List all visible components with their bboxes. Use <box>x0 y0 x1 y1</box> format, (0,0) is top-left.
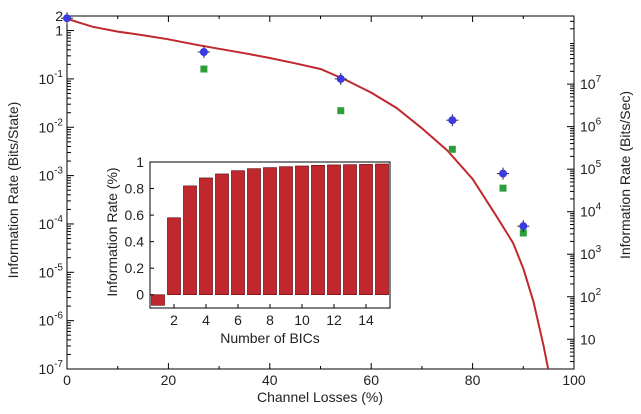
green-square-point <box>200 65 208 73</box>
inset-bar <box>167 217 181 296</box>
inset-x-tick-label: 12 <box>326 312 342 328</box>
inset-y-tick-label: 1 <box>136 154 144 170</box>
main-y2-tick-label: 106 <box>580 117 602 135</box>
inset-bar <box>295 165 309 296</box>
inset-bar <box>247 168 261 296</box>
inset-x-tick-label: 8 <box>266 312 274 328</box>
main-x-tick-label: 40 <box>262 372 278 388</box>
main-y2-axis-title: Information Rate (Bits/Sec) <box>617 91 633 259</box>
inset-y-tick-label: 0.6 <box>125 207 145 223</box>
inset-x-ticks: 2 4 6 8 10 12 14 <box>170 304 374 328</box>
blue-data-point <box>63 14 71 23</box>
main-y-axis-title: Information Rate (Bits/State) <box>5 102 21 279</box>
blue-data-point <box>499 169 508 178</box>
main-y-ticks: 10-7 10-6 10-5 10-4 10-3 10-2 10-1 12 <box>39 8 74 377</box>
main-y2-tick-label: 107 <box>580 74 602 92</box>
inset-bars <box>151 163 389 306</box>
inset-y-ticks: 0 0.2 0.4 0.6 0.8 1 <box>125 154 154 303</box>
main-x-tick-label: 100 <box>562 372 586 388</box>
main-plot-area: 0 20 40 60 80 100 10-710-610-510-410-310-210-… <box>39 8 602 388</box>
main-x-axis-title: Channel Losses (%) <box>257 389 383 405</box>
blue-data-point <box>336 74 345 83</box>
inset-x-tick-label: 10 <box>294 312 310 328</box>
main-y-tick-label: 10-1 <box>39 69 64 87</box>
theory-curve <box>67 17 550 369</box>
main-y2-tick-label: 10 <box>580 331 596 347</box>
inset-x-tick-label: 4 <box>202 312 210 328</box>
main-y-tick-label: 2 <box>55 8 63 24</box>
inset-chart: 2 4 6 8 10 12 14 0 0.2 0.4 0.6 0.8 1 <box>125 154 391 328</box>
main-y2-tick-label: 103 <box>580 244 602 262</box>
main-y-tick-label: 10-6 <box>39 311 64 329</box>
inset-bar <box>199 177 213 296</box>
inset-y-tick-label: 0.8 <box>125 181 145 197</box>
green-square-point <box>448 145 456 153</box>
green-square-point <box>499 184 507 192</box>
main-y2-tick-label: 105 <box>580 159 602 177</box>
main-y-tick-label: 10-2 <box>39 117 64 135</box>
inset-y-tick-label: 0.2 <box>125 260 145 276</box>
inset-bar <box>311 165 325 296</box>
main-series <box>61 12 550 369</box>
main-y-tick-label: 1 <box>55 23 63 39</box>
inset-bar <box>263 167 277 296</box>
inset-bar <box>343 164 357 296</box>
main-x-tick-label: 80 <box>465 372 481 388</box>
inset-y-axis-title: Information Rate (%) <box>104 167 120 296</box>
inset-bar <box>151 294 165 306</box>
main-x-tick-label: 20 <box>161 372 177 388</box>
blue-data-point <box>199 48 208 57</box>
inset-bar <box>231 170 245 296</box>
inset-bar <box>359 164 373 296</box>
main-y-tick-label: 10-3 <box>39 166 64 184</box>
main-x-tick-label: 0 <box>63 372 71 388</box>
inset-x-tick-label: 2 <box>170 312 178 328</box>
inset-x-tick-label: 6 <box>234 312 242 328</box>
inset-bar <box>375 163 389 296</box>
main-x-tick-label: 60 <box>363 372 379 388</box>
main-y2-tick-label: 102 <box>580 287 602 305</box>
main-y-tick-label: 10-4 <box>39 214 64 232</box>
main-y2-tick-label: 104 <box>580 202 602 220</box>
inset-bar <box>183 185 197 296</box>
main-x-ticks: 0 20 40 60 80 100 <box>63 16 586 388</box>
main-y-tick-label: 10-5 <box>39 262 64 280</box>
inset-bar <box>327 164 341 296</box>
inset-x-axis-title: Number of BICs <box>220 330 320 346</box>
green-square-point <box>519 229 527 237</box>
inset-bar <box>279 166 293 296</box>
inset-y-tick-label: 0.4 <box>125 234 145 250</box>
inset-y-tick-label: 0 <box>136 287 144 303</box>
inset-bar <box>215 173 229 296</box>
blue-data-point <box>519 222 528 231</box>
blue-data-point <box>448 116 457 125</box>
main-y2-ticks: 10 102 103 104 105 106 107 <box>567 20 602 363</box>
main-y-tick-label: 10-7 <box>39 359 64 377</box>
green-square-point <box>337 107 345 115</box>
inset-x-tick-label: 14 <box>358 312 374 328</box>
